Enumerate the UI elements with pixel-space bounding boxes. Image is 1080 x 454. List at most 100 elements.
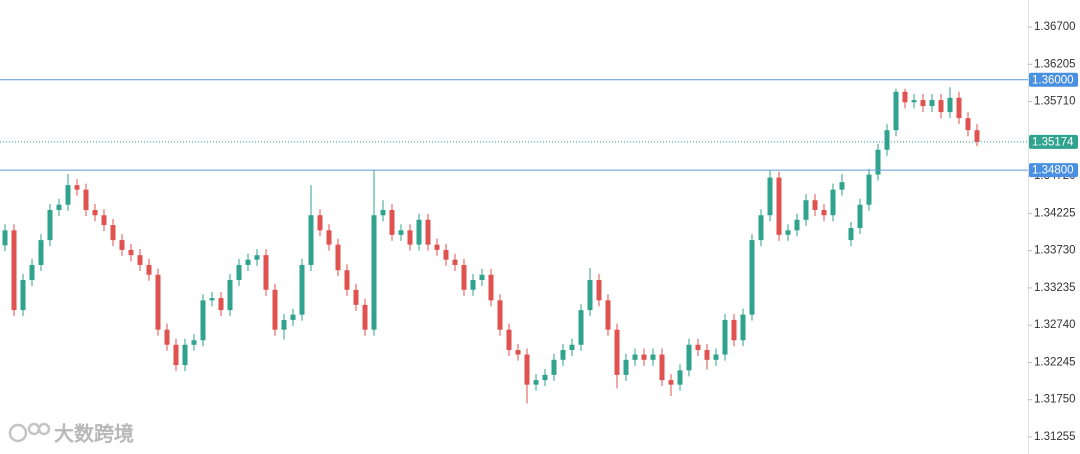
- candle-body: [335, 244, 341, 271]
- candle-body: [713, 354, 719, 360]
- candle-body: [830, 189, 836, 216]
- candle-body: [263, 255, 269, 290]
- price-line-tag: [1029, 72, 1078, 87]
- candle-body: [299, 264, 305, 315]
- candle-body: [794, 219, 800, 231]
- y-tick-label: 1.32740: [1034, 319, 1076, 331]
- y-tick-label: 1.33730: [1034, 245, 1076, 257]
- candle-body: [236, 264, 242, 281]
- candle-body: [533, 380, 539, 385]
- watermark-logo: [27, 422, 41, 436]
- candle-body: [479, 274, 485, 281]
- candle-body: [344, 270, 350, 290]
- candle-body: [173, 344, 179, 366]
- candle-body: [731, 319, 737, 341]
- candle-body: [947, 97, 953, 113]
- candle-body: [515, 350, 521, 355]
- candle-body: [839, 182, 845, 190]
- candle-body: [569, 344, 575, 351]
- candle-body: [128, 249, 134, 256]
- candle-body: [767, 177, 773, 216]
- candle-body: [641, 354, 647, 360]
- candle-body: [596, 280, 602, 301]
- candle-body: [488, 274, 494, 301]
- candle-body: [902, 91, 908, 103]
- candle-body: [227, 280, 233, 311]
- candle-body: [74, 185, 80, 190]
- price-line-label: 1.34800: [1032, 165, 1074, 177]
- candle-body: [740, 314, 746, 341]
- candle-body: [965, 118, 971, 131]
- candle-body: [11, 230, 17, 311]
- last-price-label: 1.35174: [1032, 136, 1074, 148]
- candle-body: [875, 149, 881, 175]
- candle-body: [506, 329, 512, 351]
- candle-body: [245, 259, 251, 265]
- candle-body: [290, 314, 296, 320]
- watermark-text: 大数跨境: [54, 421, 134, 445]
- candle-body: [218, 298, 224, 311]
- candle-body: [200, 300, 206, 341]
- candle-body: [551, 359, 557, 375]
- candle-body: [434, 244, 440, 250]
- candle-body: [209, 298, 215, 301]
- candle-body: [587, 280, 593, 311]
- candle-body: [38, 240, 44, 265]
- candle-body: [956, 97, 962, 119]
- candle-body: [470, 280, 476, 290]
- candle-body: [866, 174, 872, 205]
- candle-body: [722, 319, 728, 355]
- candle-body: [452, 259, 458, 265]
- candle-body: [668, 380, 674, 385]
- candle-body: [848, 228, 854, 241]
- candle-body: [29, 264, 35, 281]
- candle-body: [560, 350, 566, 360]
- price-line-label: 1.36000: [1032, 74, 1074, 86]
- candle-body: [398, 230, 404, 235]
- candle-body: [614, 329, 620, 375]
- candle-body: [695, 344, 701, 351]
- candle-body: [821, 209, 827, 216]
- y-tick-label: 1.32245: [1034, 356, 1076, 368]
- candle-body: [110, 225, 116, 241]
- candle-body: [56, 204, 62, 210]
- candle-body: [380, 209, 386, 216]
- y-tick-label: 1.34225: [1034, 207, 1076, 219]
- candle-body: [920, 100, 926, 107]
- candle-body: [461, 264, 467, 290]
- candle-body: [83, 189, 89, 210]
- last-price-tag: [1029, 134, 1078, 149]
- watermark-logo: [8, 423, 28, 443]
- candle-body: [524, 354, 530, 385]
- candle-body: [92, 209, 98, 216]
- candle-body: [2, 230, 8, 246]
- watermark-logo: [37, 422, 51, 436]
- candle-body: [938, 100, 944, 113]
- y-tick-label: 1.31750: [1034, 394, 1076, 406]
- candle-body: [326, 230, 332, 245]
- candle-body: [353, 289, 359, 305]
- candle-body: [785, 230, 791, 235]
- candle-body: [371, 215, 377, 330]
- candle-body: [686, 344, 692, 371]
- candle-body: [281, 319, 287, 330]
- candle-body: [632, 354, 638, 360]
- candle-body: [65, 185, 71, 205]
- candle-body: [542, 374, 548, 381]
- candle-body: [974, 130, 980, 142]
- watermark: 大数跨境: [8, 421, 134, 445]
- candle-body: [605, 300, 611, 330]
- candle-body: [749, 240, 755, 315]
- candle-body: [182, 344, 188, 366]
- candle-body: [911, 100, 917, 103]
- candle-body: [101, 215, 107, 226]
- candle-body: [443, 249, 449, 260]
- candle-body: [389, 209, 395, 235]
- candle-body: [929, 100, 935, 107]
- candle-body: [416, 219, 422, 245]
- candle-body: [677, 370, 683, 385]
- candle-body: [659, 354, 665, 381]
- candle-body: [803, 200, 809, 220]
